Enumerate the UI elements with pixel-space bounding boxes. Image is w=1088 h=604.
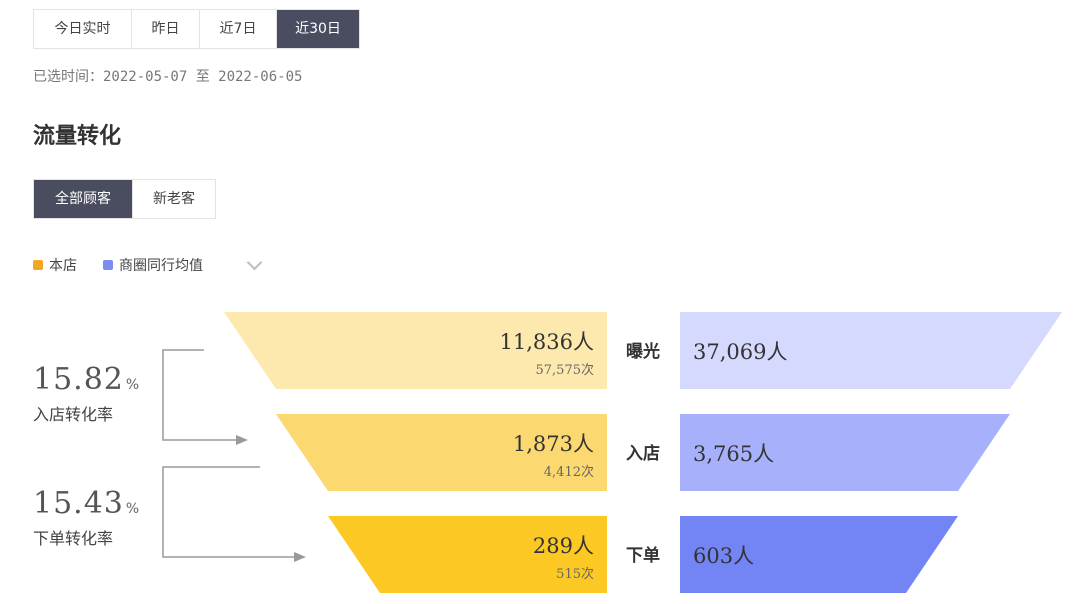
legend-label-store: 本店 — [49, 258, 77, 274]
order-conversion-unit: % — [125, 501, 140, 517]
order-conversion-rate: 15.43% 下单转化率 — [33, 486, 139, 549]
funnel-store-visits-0: 57,575次 — [536, 362, 595, 378]
funnel-bar-peer-1 — [680, 414, 1010, 491]
visit-conversion-value: 15.82 — [33, 362, 124, 397]
tab-last-30-days[interactable]: 近30日 — [277, 10, 359, 48]
legend-item-peer-average[interactable]: 商圈同行均值 — [103, 255, 203, 275]
legend-item-store[interactable]: 本店 — [33, 255, 77, 275]
tab-today-realtime[interactable]: 今日实时 — [34, 10, 132, 48]
order-conversion-label: 下单转化率 — [33, 529, 114, 548]
funnel-store-visits-1: 4,412次 — [544, 464, 594, 480]
funnel-store-visits-2: 515次 — [556, 566, 594, 582]
funnel-stage-label-0: 曝光 — [626, 341, 660, 362]
connector-order-line — [162, 466, 294, 558]
legend-swatch-peer-average — [103, 260, 113, 270]
tab-yesterday[interactable]: 昨日 — [132, 10, 200, 48]
connector-order-arrow — [294, 552, 306, 562]
legend-label-peer-average: 商圈同行均值 — [119, 258, 203, 274]
funnel-store-value-2: 289人 — [533, 534, 594, 558]
selected-time-range: 已选时间：2022-05-07 至 2022-06-05 — [33, 69, 303, 85]
chart-legend: 本店 商圈同行均值 — [33, 254, 263, 275]
funnel-bar-store-1 — [276, 414, 607, 491]
funnel-store-value-1: 1,873人 — [513, 432, 594, 456]
tab-last-7-days[interactable]: 近7日 — [200, 10, 277, 48]
funnel-store-value-0: 11,836人 — [500, 330, 594, 354]
order-conversion-value: 15.43 — [33, 486, 124, 521]
visit-conversion-label: 入店转化率 — [33, 405, 114, 424]
visit-conversion-unit: % — [125, 377, 140, 393]
funnel-bar-store-0 — [224, 312, 607, 389]
tab-all-customers[interactable]: 全部顾客 — [34, 180, 133, 218]
funnel-peer-value-2: 603人 — [693, 544, 754, 568]
customer-type-tabs: 全部顾客 新老客 — [33, 179, 216, 219]
funnel-bar-store-2 — [328, 516, 607, 593]
connector-visit-arrow — [236, 435, 248, 445]
visit-conversion-rate: 15.82% 入店转化率 — [33, 362, 139, 425]
connector-visit-line — [162, 349, 236, 441]
funnel-stage-label-1: 入店 — [626, 443, 660, 464]
funnel-peer-value-0: 37,069人 — [693, 340, 787, 364]
tab-new-old-customers[interactable]: 新老客 — [153, 191, 195, 207]
funnel-bar-peer-2 — [680, 516, 958, 593]
funnel-bar-peer-0 — [680, 312, 1062, 389]
time-range-tabs: 今日实时 昨日 近7日 近30日 — [33, 9, 360, 49]
section-title: 流量转化 — [33, 124, 122, 149]
funnel-stage-label-2: 下单 — [626, 545, 660, 566]
funnel-peer-value-1: 3,765人 — [693, 442, 774, 466]
legend-swatch-store — [33, 260, 43, 270]
